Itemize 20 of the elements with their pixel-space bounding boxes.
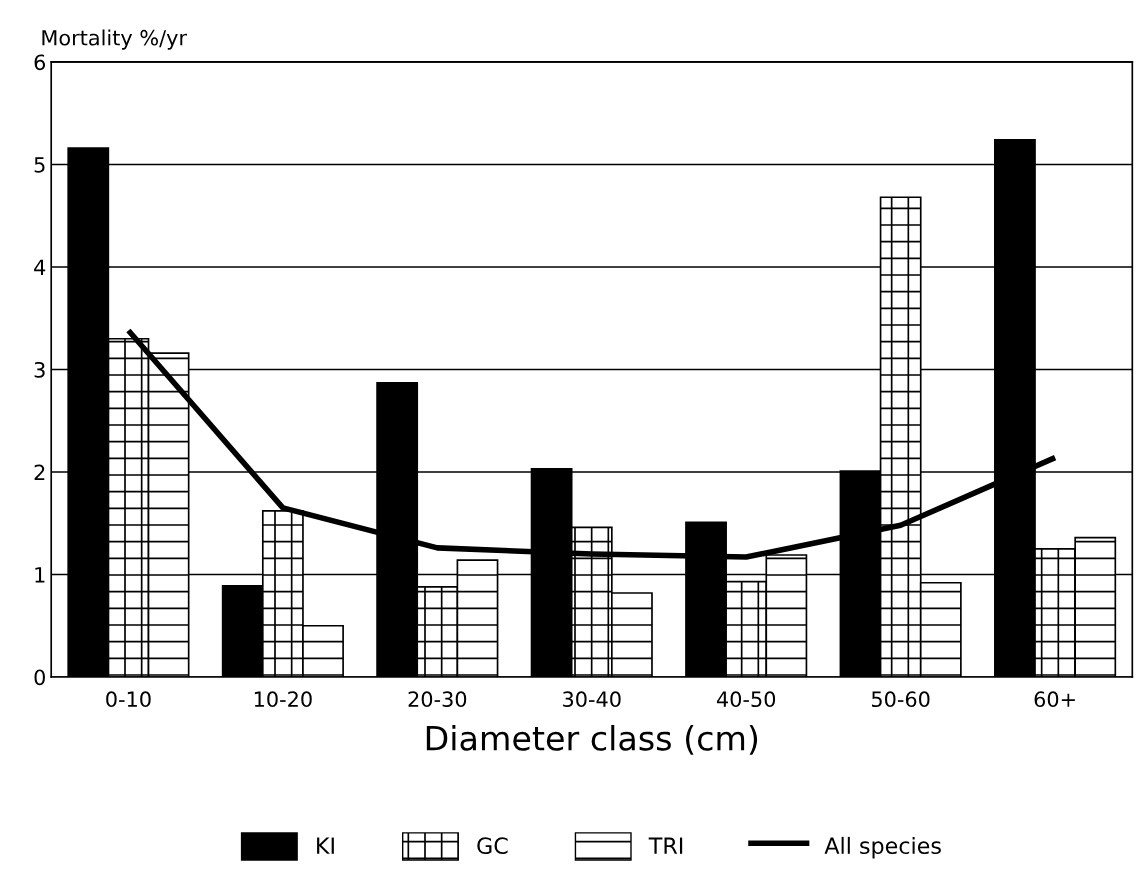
y-tick-label: 4 xyxy=(34,259,46,275)
y-tick-label: 6 xyxy=(34,54,46,71)
y-tick-label: 3 xyxy=(34,361,45,378)
y-axis-title: Mortality %/yr xyxy=(42,29,188,50)
y-tick-label: 5 xyxy=(34,157,45,173)
y-tick-label: 2 xyxy=(34,464,45,480)
legend-label: KI xyxy=(317,837,334,854)
x-tick-label: 60+ xyxy=(1034,691,1075,708)
y-tick-label: 0 xyxy=(34,669,45,686)
x-tick-label: 30-40 xyxy=(563,691,621,708)
x-tick-label: 0-10 xyxy=(106,691,151,708)
x-axis-title: Diameter class (cm) xyxy=(426,724,758,755)
x-tick-label: 10-20 xyxy=(254,691,312,708)
x-tick-label: 50-60 xyxy=(871,691,930,708)
legend-label: All species xyxy=(824,836,941,859)
legend-label: GC xyxy=(477,837,508,855)
x-tick-label: 20-30 xyxy=(408,691,467,708)
legend-label: TRI xyxy=(648,837,683,854)
x-tick-label: 40-50 xyxy=(716,691,776,708)
y-tick-label: 1 xyxy=(35,567,45,583)
